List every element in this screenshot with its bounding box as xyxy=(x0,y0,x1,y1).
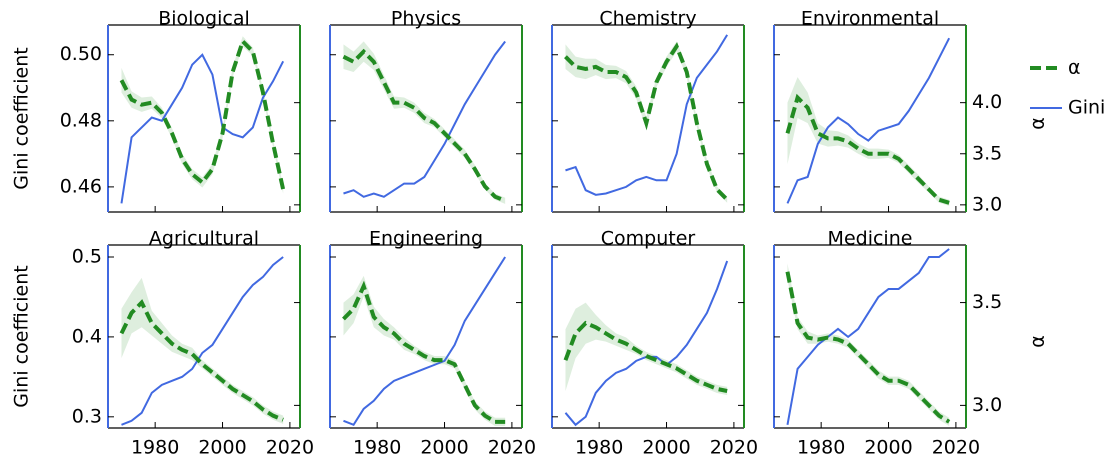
alpha-band xyxy=(121,36,284,194)
y-tick-label: 0.5 xyxy=(72,245,102,267)
y-tick-label: 0.46 xyxy=(60,175,102,197)
y-tick-label: 0.48 xyxy=(60,109,102,131)
alpha-line xyxy=(785,271,951,424)
y-axis-label: Gini coefficient xyxy=(11,265,33,407)
alpha-band xyxy=(565,302,728,396)
gini-line xyxy=(120,53,285,204)
x-tick-label: 1980 xyxy=(575,437,623,459)
y2-tick-label: 3.5 xyxy=(972,291,1002,313)
legend-label: Gini xyxy=(1068,97,1105,119)
x-tick-label: 2020 xyxy=(266,437,314,459)
gini-line xyxy=(343,256,507,427)
y-tick-label: 0.4 xyxy=(72,325,102,347)
y2-axis-label: α xyxy=(1027,117,1049,130)
alpha-band xyxy=(121,277,284,424)
panel-title: Biological xyxy=(158,8,250,30)
y-tick-label: 0.50 xyxy=(60,43,102,65)
panel-title: Physics xyxy=(391,8,461,30)
alpha-band xyxy=(787,263,950,426)
gini-line xyxy=(786,37,951,204)
panel-title: Computer xyxy=(601,228,696,250)
y2-tick-label: 4.0 xyxy=(972,91,1002,113)
gini-line xyxy=(343,40,506,198)
x-tick-label: 1980 xyxy=(353,437,401,459)
gini-line xyxy=(564,260,729,427)
alpha-line xyxy=(342,48,506,203)
x-tick-label: 1980 xyxy=(131,437,179,459)
x-tick-label: 2000 xyxy=(642,437,690,459)
alpha-line xyxy=(563,320,728,393)
y2-tick-label: 3.5 xyxy=(972,142,1002,164)
y2-tick-label: 3.0 xyxy=(972,394,1002,416)
x-tick-label: 2020 xyxy=(932,437,980,459)
x-tick-label: 2000 xyxy=(864,437,912,459)
alpha-band xyxy=(343,41,506,204)
x-tick-label: 2000 xyxy=(198,437,246,459)
y-tick-label: 0.3 xyxy=(72,405,102,427)
gini-line xyxy=(565,34,729,196)
panel-title: Agricultural xyxy=(149,228,259,250)
alpha-line xyxy=(785,93,950,205)
y2-tick-label: 3.0 xyxy=(972,193,1002,215)
legend-label: α xyxy=(1068,57,1081,79)
alpha-line xyxy=(119,37,286,190)
gini-line xyxy=(786,248,950,425)
x-tick-label: 2000 xyxy=(420,437,468,459)
gini-line xyxy=(121,256,284,426)
panel-title: Medicine xyxy=(828,228,913,250)
panel-title: Environmental xyxy=(801,8,939,30)
y2-axis-label: α xyxy=(1027,335,1049,348)
x-tick-label: 2020 xyxy=(488,437,536,459)
x-tick-label: 1980 xyxy=(797,437,845,459)
x-tick-label: 2020 xyxy=(710,437,758,459)
y-axis-label: Gini coefficient xyxy=(11,47,33,189)
panel-title: Chemistry xyxy=(599,8,696,30)
alpha-line xyxy=(342,280,506,424)
panel-title: Engineering xyxy=(369,228,483,250)
alpha-line xyxy=(564,42,729,202)
alpha-line xyxy=(119,299,284,422)
